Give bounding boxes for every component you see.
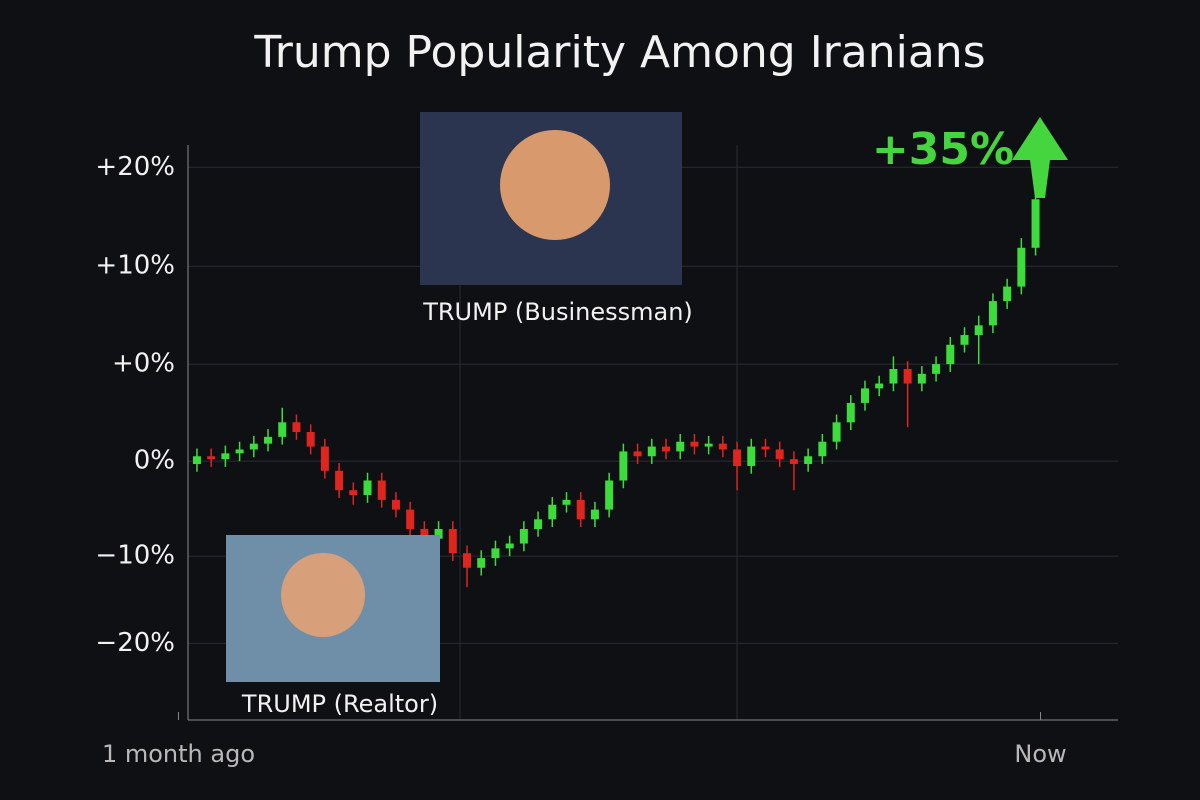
candle-body (903, 368, 912, 384)
candle-body (662, 446, 671, 452)
candle-body (505, 543, 514, 549)
candle-body (463, 553, 472, 568)
candle-body (647, 446, 656, 457)
candle-body (235, 449, 244, 454)
candle-body (747, 446, 756, 466)
candle-body (192, 456, 201, 465)
candle-body (917, 373, 926, 384)
chart-title: Trump Popularity Among Iranians (253, 27, 985, 78)
candle-body (448, 528, 457, 554)
candle-body (519, 528, 528, 544)
y-tick-label: +20% (95, 152, 175, 182)
candle-body (477, 558, 486, 568)
candle-body (988, 301, 997, 326)
candle-body (249, 443, 258, 450)
candle-body (278, 422, 287, 437)
photo-face (281, 553, 365, 637)
candle-body (377, 480, 386, 500)
candle-body (491, 548, 500, 559)
candle-body (306, 432, 315, 447)
candle-body (761, 446, 770, 450)
candle-body (860, 388, 869, 403)
photo-face (500, 130, 610, 240)
candle-body (775, 449, 784, 460)
y-tick-label: −20% (95, 628, 175, 658)
candle-body (548, 504, 557, 520)
candle-body (633, 451, 642, 457)
candle-body (789, 459, 798, 465)
plot: +20% +10% +0% 0% −10% −20% 1 month ago Now (95, 152, 1118, 768)
arrow (1012, 117, 1068, 198)
candle-body (349, 490, 358, 496)
candle-body (1017, 247, 1026, 287)
candle-body (1031, 199, 1040, 248)
candle-body (590, 509, 599, 520)
candle-body (932, 364, 941, 374)
candle-body (335, 470, 344, 491)
candle-body (974, 325, 983, 336)
candle-body (264, 436, 273, 444)
candle-body (718, 443, 727, 450)
candle-body (875, 383, 884, 389)
candle-body (576, 499, 585, 520)
candle-body (534, 519, 543, 529)
caption: TRUMP (Realtor) (241, 690, 438, 718)
candle-body (363, 480, 372, 496)
candle-body (733, 449, 742, 466)
candle-body (292, 422, 301, 433)
candle-body (946, 344, 955, 365)
y-tick-label: +0% (112, 349, 175, 379)
x-tick-label: 1 month ago (102, 740, 255, 768)
candle-body (690, 441, 699, 447)
candle-body (960, 335, 969, 345)
candle-body (320, 446, 329, 471)
candle-body (207, 456, 216, 460)
candle-body (804, 456, 813, 465)
x-tick-label: Now (1014, 740, 1066, 768)
candle-body (704, 443, 713, 447)
candle-body (605, 480, 614, 510)
y-tick-label: −10% (95, 541, 175, 571)
candle-body (434, 528, 443, 539)
y-tick-label: 0% (134, 446, 175, 476)
candle-body (619, 451, 628, 481)
candle-body (221, 453, 230, 460)
caption: TRUMP (Businessman) (422, 298, 693, 326)
candle-body (832, 422, 841, 442)
candle-body (676, 441, 685, 452)
candle-body (889, 368, 898, 384)
y-tick-label: +10% (95, 251, 175, 281)
candle-body (420, 528, 429, 539)
candle-body (846, 402, 855, 423)
candle-body (391, 499, 400, 510)
annotation: +35% (872, 124, 1014, 175)
candle-body (1003, 286, 1012, 302)
candle-body (818, 441, 827, 457)
candle-body (562, 499, 571, 505)
candle-body (406, 509, 415, 529)
